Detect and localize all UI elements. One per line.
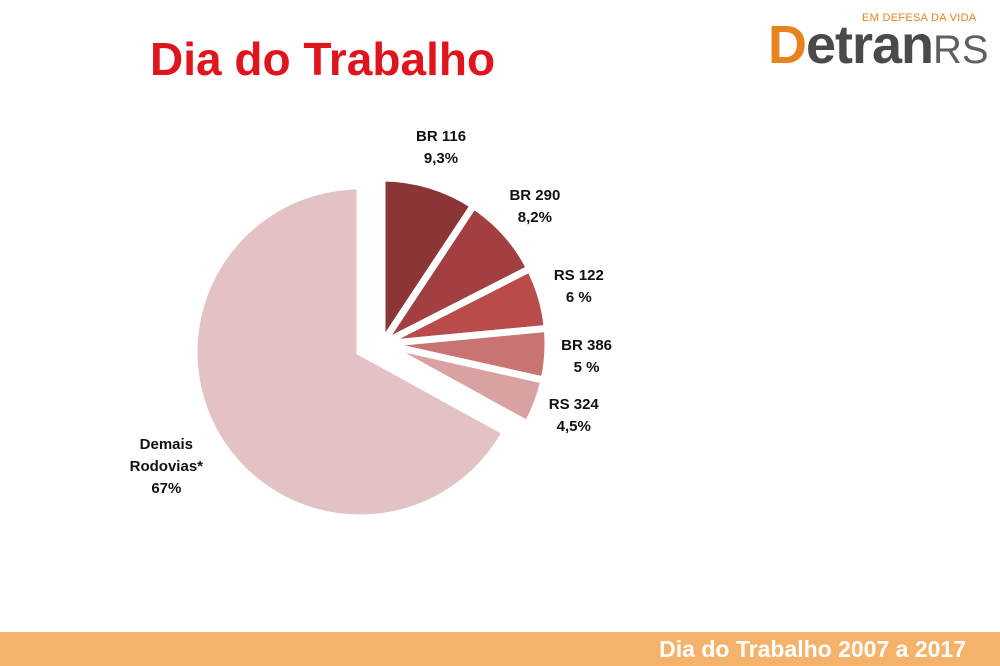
value-label: 4,5%: [556, 418, 591, 436]
pie-slice: [190, 182, 511, 522]
slice-label: RS 122 6 %: [529, 265, 629, 309]
category-label: BR 290: [509, 187, 561, 205]
value-label: 8,2%: [517, 209, 552, 227]
footer-text: Dia do Trabalho 2007 a 2017: [659, 636, 966, 662]
logo-suffix: RS: [933, 28, 989, 72]
category-label: RS 324: [548, 396, 599, 414]
slice-label: Demais Rodovias* 67%: [116, 434, 216, 500]
category-label: Demais Rodovias*: [129, 435, 203, 475]
logo-initial: D: [768, 15, 807, 75]
pie-chart: [190, 178, 549, 522]
value-label: 5 %: [573, 358, 600, 376]
value-label: 6 %: [565, 288, 592, 306]
chart-title: Dia do Trabalho: [150, 33, 496, 85]
category-label: RS 122: [553, 266, 604, 284]
logo: DetranRS: [768, 14, 989, 76]
slice-label: RS 324 4,5%: [524, 394, 624, 438]
slice-label: BR 386 5 %: [537, 335, 637, 379]
pie-slice: [380, 340, 549, 429]
footer: Dia do Trabalho 2007 a 2017: [0, 632, 1000, 666]
logo-tagline: EM DEFESA DA VIDA: [862, 12, 977, 24]
value-label: 67%: [151, 479, 182, 497]
category-label: BR 386: [561, 336, 613, 354]
category-label: BR 116: [416, 127, 467, 145]
value-label: 9,3%: [423, 149, 459, 167]
slice-label: BR 290 8,2%: [485, 185, 585, 229]
slice-label: BR 116 9,3%: [391, 126, 491, 170]
logo-word: etran: [806, 15, 934, 75]
